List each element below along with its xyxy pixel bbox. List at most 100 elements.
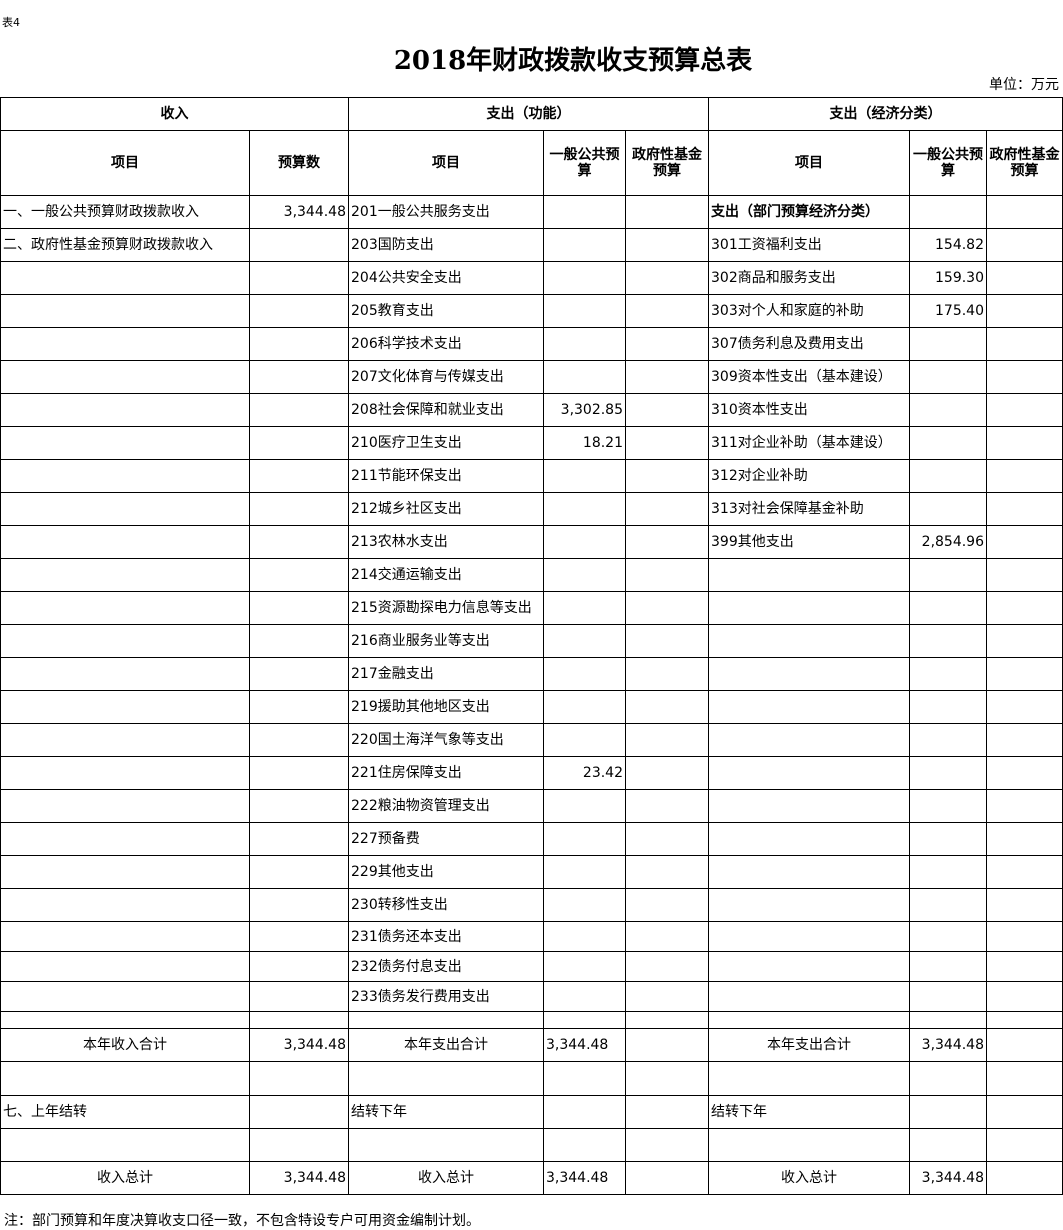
table-row: 220国土海洋气象等支出	[0, 723, 1063, 757]
func-general	[543, 951, 626, 982]
table-row	[0, 1011, 1063, 1029]
func-general	[543, 624, 626, 658]
func-fund	[625, 690, 709, 724]
income-budget	[249, 591, 349, 625]
func-item: 203国防支出	[348, 228, 544, 262]
func-general	[543, 261, 626, 295]
income-budget	[249, 657, 349, 691]
econ-fund	[986, 723, 1063, 757]
table-row: 230转移性支出	[0, 888, 1063, 922]
func-item: 205教育支出	[348, 294, 544, 328]
func-fund	[625, 657, 709, 691]
econ-fund	[986, 558, 1063, 592]
econ-fund	[986, 981, 1063, 1012]
func-item: 220国土海洋气象等支出	[348, 723, 544, 757]
econ-general: 175.40	[909, 294, 987, 328]
total-func-label: 本年支出合计	[348, 1028, 544, 1062]
income-budget	[249, 558, 349, 592]
col-general: 一般公共预算	[543, 130, 626, 196]
econ-fund	[986, 195, 1063, 229]
table-row: 227预备费	[0, 822, 1063, 856]
econ-fund	[986, 756, 1063, 790]
income-budget	[249, 393, 349, 427]
table-row: 211节能环保支出 312对企业补助	[0, 459, 1063, 493]
func-fund	[625, 951, 709, 982]
total-income: 3,344.48	[249, 1028, 349, 1062]
income-item	[0, 294, 250, 328]
income-budget	[249, 723, 349, 757]
col-item: 项目	[348, 130, 544, 196]
econ-fund	[986, 888, 1063, 922]
econ-fund	[986, 294, 1063, 328]
econ-general	[909, 360, 987, 394]
func-general	[543, 981, 626, 1012]
table-row: 216商业服务业等支出	[0, 624, 1063, 658]
income-budget	[249, 492, 349, 526]
carry-income-label: 七、上年结转	[0, 1095, 250, 1129]
col-item: 项目	[0, 130, 250, 196]
table-row: 229其他支出	[0, 855, 1063, 889]
func-item: 229其他支出	[348, 855, 544, 889]
econ-fund	[986, 921, 1063, 952]
econ-general	[909, 690, 987, 724]
table-row: 210医疗卫生支出 18.21 311对企业补助（基本建设）	[0, 426, 1063, 460]
func-general	[543, 558, 626, 592]
econ-general	[909, 789, 987, 823]
econ-item: 399其他支出	[708, 525, 910, 559]
table-row: 204公共安全支出 302商品和服务支出 159.30	[0, 261, 1063, 295]
econ-fund	[986, 591, 1063, 625]
econ-fund	[986, 426, 1063, 460]
table-row: 212城乡社区支出 313对社会保障基金补助	[0, 492, 1063, 526]
carry-func-label: 结转下年	[348, 1095, 544, 1129]
func-general	[543, 690, 626, 724]
econ-fund	[986, 855, 1063, 889]
func-fund	[625, 855, 709, 889]
econ-general	[909, 855, 987, 889]
func-general	[543, 888, 626, 922]
func-fund	[625, 888, 709, 922]
econ-item: 312对企业补助	[708, 459, 910, 493]
income-budget: 3,344.48	[249, 195, 349, 229]
econ-fund	[986, 393, 1063, 427]
econ-general	[909, 822, 987, 856]
econ-item	[708, 723, 910, 757]
total-income-label: 本年收入合计	[0, 1028, 250, 1062]
func-item: 221住房保障支出	[348, 756, 544, 790]
econ-item: 310资本性支出	[708, 393, 910, 427]
econ-general	[909, 1011, 987, 1029]
col-fund: 政府性基金预算	[986, 130, 1063, 196]
grand-func: 3,344.48	[543, 1161, 626, 1195]
econ-item	[708, 756, 910, 790]
econ-item: 313对社会保障基金补助	[708, 492, 910, 526]
carry-econ-label: 结转下年	[708, 1095, 910, 1129]
table-row: 208社会保障和就业支出 3,302.85 310资本性支出	[0, 393, 1063, 427]
econ-fund	[986, 261, 1063, 295]
func-fund	[625, 525, 709, 559]
table-row: 213农林水支出 399其他支出 2,854.96	[0, 525, 1063, 559]
econ-general	[909, 921, 987, 952]
func-item: 219援助其他地区支出	[348, 690, 544, 724]
func-item: 230转移性支出	[348, 888, 544, 922]
func-general	[543, 591, 626, 625]
econ-item	[708, 624, 910, 658]
income-budget	[249, 981, 349, 1012]
func-fund	[625, 426, 709, 460]
econ-item	[708, 981, 910, 1012]
grand-econ-label: 收入总计	[708, 1161, 910, 1195]
econ-general	[909, 624, 987, 658]
income-item	[0, 492, 250, 526]
table-row: 205教育支出 303对个人和家庭的补助 175.40	[0, 294, 1063, 328]
econ-item: 301工资福利支出	[708, 228, 910, 262]
econ-general	[909, 195, 987, 229]
income-item	[0, 426, 250, 460]
func-header: 支出（功能）	[348, 97, 709, 131]
func-general	[543, 327, 626, 361]
func-general	[543, 657, 626, 691]
income-budget	[249, 888, 349, 922]
income-item: 二、政府性基金预算财政拨款收入	[0, 228, 250, 262]
income-budget	[249, 951, 349, 982]
table-row: 231债务还本支出	[0, 921, 1063, 952]
econ-general	[909, 723, 987, 757]
col-budget: 预算数	[249, 130, 349, 196]
income-item	[0, 690, 250, 724]
